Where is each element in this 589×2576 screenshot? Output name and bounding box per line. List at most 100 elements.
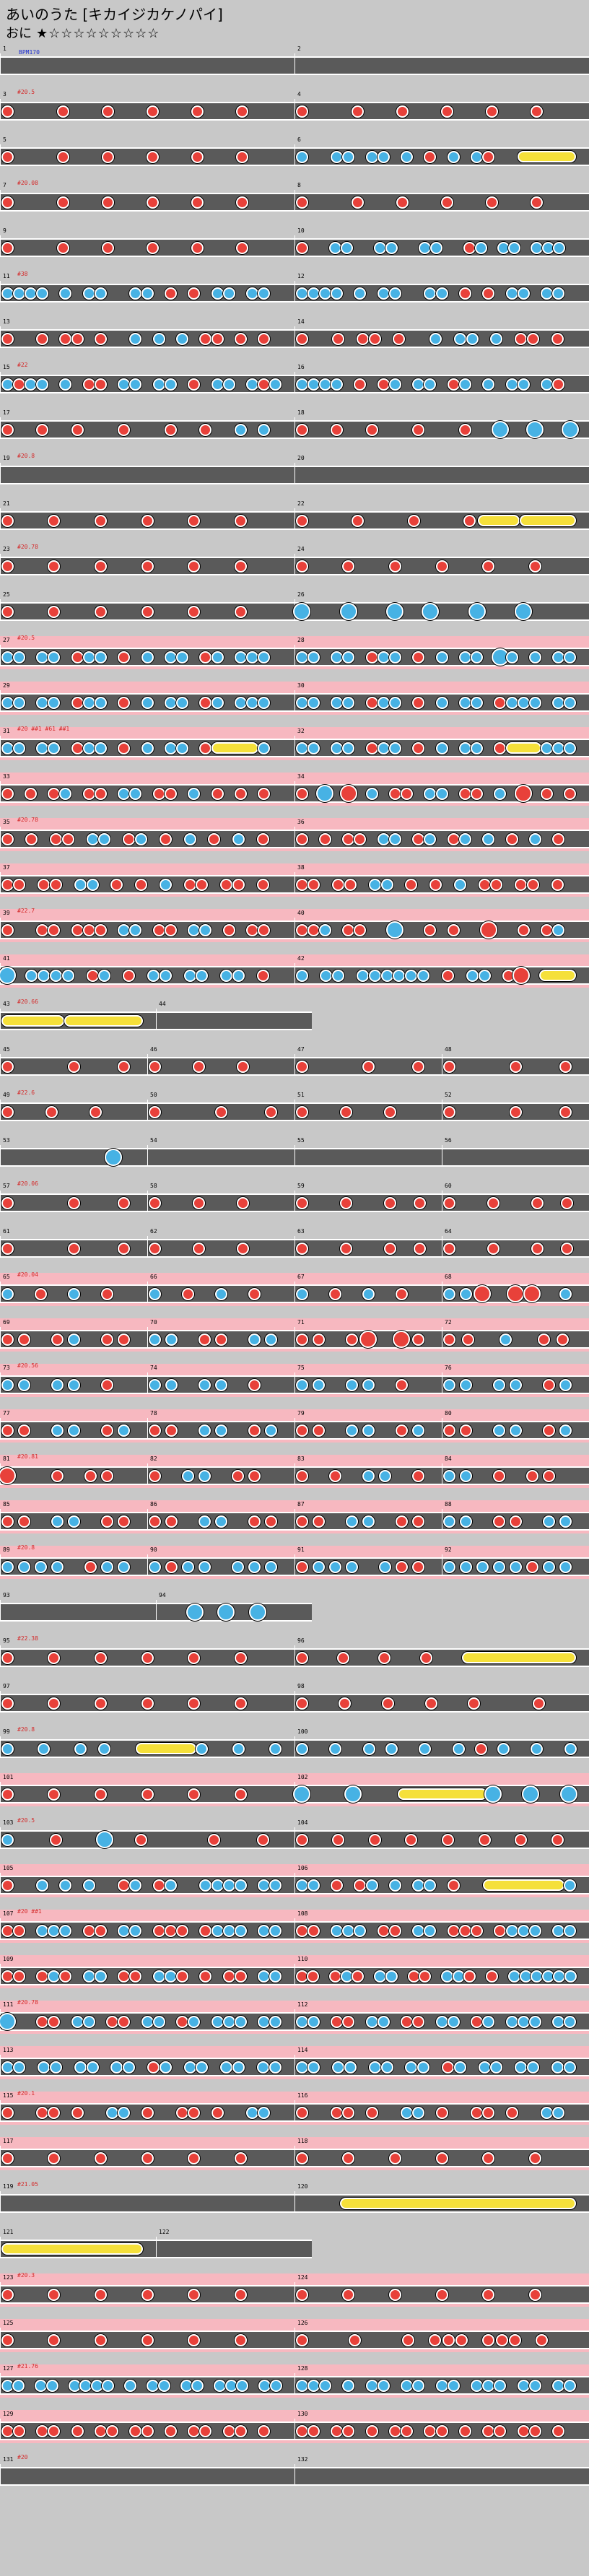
ka-note [541, 241, 554, 254]
don-note [1, 2106, 14, 2119]
don-note [188, 2288, 201, 2301]
bar-line [0, 508, 1, 530]
don-note [312, 1515, 325, 1528]
don-note [234, 332, 247, 345]
ka-note [51, 1378, 64, 1391]
ka-note [552, 923, 565, 936]
ka-note [559, 1515, 572, 1528]
bar-line [294, 281, 295, 303]
don-note [388, 1924, 401, 1937]
bar-number: 66 [150, 1274, 157, 1280]
don-note [191, 150, 204, 163]
ka-note [135, 832, 148, 845]
don-note [192, 1242, 205, 1255]
don-note [1, 1333, 14, 1346]
don-note [82, 923, 95, 936]
don-note [458, 2424, 471, 2437]
bar-number: 18 [297, 409, 305, 416]
ka-note [234, 696, 247, 709]
don-note [328, 1469, 341, 1482]
don-note [1, 2288, 14, 2301]
bar-line [0, 1418, 1, 1440]
don-note [536, 2333, 549, 2346]
ka-note [67, 1378, 80, 1391]
don-note [100, 1424, 113, 1437]
don-note [395, 1560, 408, 1573]
don-note [94, 923, 107, 936]
ka-note [505, 2015, 518, 2028]
bar-line [0, 1009, 1, 1030]
ka-note [331, 287, 343, 300]
bar-line [294, 918, 295, 939]
bar-number: 9 [3, 227, 6, 234]
scroll-speed-label: #20.8 [17, 1726, 35, 1733]
ka-note [152, 1970, 165, 1983]
don-note [71, 923, 84, 936]
chart-row: 15 16 #22 [0, 362, 589, 396]
ka-note [307, 696, 320, 709]
ka-note [106, 2106, 118, 2119]
ka-note [559, 1287, 572, 1300]
don-note [490, 878, 503, 891]
don-note [401, 787, 413, 800]
don-note [424, 923, 437, 936]
don-note [307, 1924, 320, 1937]
don-note [295, 423, 308, 436]
don-note [482, 2151, 495, 2164]
don-note [188, 605, 201, 618]
don-note [48, 605, 61, 618]
don-note [94, 1924, 107, 1937]
ka-note [482, 378, 495, 391]
ka-note [490, 332, 503, 345]
don-note [494, 2424, 507, 2437]
don-note [135, 878, 148, 891]
ka-note [82, 696, 95, 709]
bar-line [147, 1418, 148, 1440]
ka-note [1, 2061, 14, 2074]
ka-note [331, 696, 343, 709]
bar-number: 61 [3, 1228, 10, 1235]
don-note [1, 423, 14, 436]
song-title: あいのうた [キカイジカケノパイ] [6, 6, 223, 23]
don-note [551, 878, 564, 891]
bar-number: 87 [297, 1501, 305, 1507]
don-note [117, 1515, 130, 1528]
ka-note [188, 787, 201, 800]
don-note [188, 378, 201, 391]
don-note [264, 1105, 277, 1118]
ka-note [312, 1560, 325, 1573]
ka-note [405, 2061, 418, 2074]
bar-line [0, 372, 1, 393]
ka-note [74, 1742, 87, 1755]
ka-note [176, 650, 188, 663]
chart-row: 31 32 #20 ##1 #61 ##1 [0, 726, 589, 760]
don-note [214, 1105, 227, 1118]
ka-note [110, 2061, 123, 2074]
bar-number: 118 [297, 2138, 308, 2144]
don-note [61, 832, 74, 845]
don-note [12, 378, 25, 391]
don-note [342, 2288, 355, 2301]
ka-note [224, 2379, 237, 2392]
ka-note [222, 1879, 235, 1892]
don-note [147, 241, 160, 254]
don-note [342, 832, 355, 845]
don-note [123, 832, 136, 845]
don-note [106, 2015, 118, 2028]
don-note [442, 1424, 455, 1437]
ka-note [236, 2379, 249, 2392]
chart-row: 89 90 91 92 #20.8 [0, 1544, 589, 1579]
don-note [36, 332, 48, 345]
ka-note [307, 378, 320, 391]
don-note [541, 923, 553, 936]
don-note [234, 787, 247, 800]
don-note [141, 2151, 154, 2164]
ka-note [17, 1560, 30, 1573]
scroll-speed-label: #20 ##1 #61 ##1 [17, 726, 70, 732]
ka-note [517, 2379, 530, 2392]
don-note [354, 378, 367, 391]
big-ka-note [468, 603, 486, 620]
ka-note [307, 741, 320, 754]
don-note [256, 832, 269, 845]
